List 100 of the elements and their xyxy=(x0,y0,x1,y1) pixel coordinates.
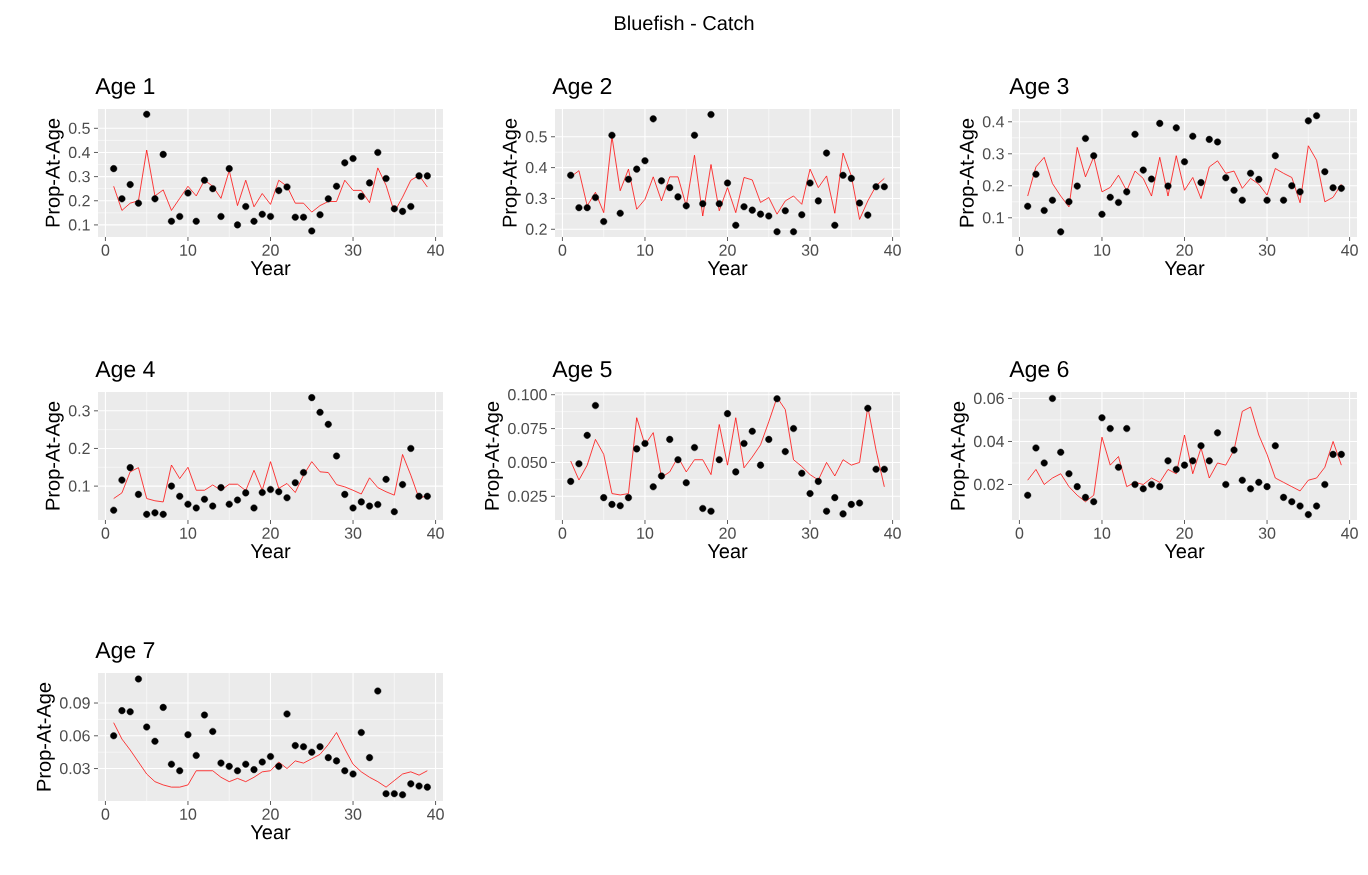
point xyxy=(1048,394,1056,402)
point xyxy=(724,410,732,418)
x-tick-label: 0 xyxy=(101,527,110,539)
point xyxy=(1304,511,1312,519)
y-tick-label: 0.3 xyxy=(525,192,547,205)
point xyxy=(1255,175,1263,183)
point xyxy=(657,472,665,480)
y-axis-title: Prop-At-Age xyxy=(45,118,64,227)
point xyxy=(1197,179,1205,187)
point xyxy=(1106,193,1114,201)
point xyxy=(275,762,283,770)
point xyxy=(143,510,151,518)
point xyxy=(690,444,698,452)
point xyxy=(1065,198,1073,206)
point xyxy=(806,179,814,187)
point xyxy=(192,751,200,759)
point xyxy=(349,155,357,162)
point xyxy=(1114,198,1122,206)
x-tick-label: 10 xyxy=(180,808,197,820)
point xyxy=(110,732,118,740)
y-tick-label: 0.04 xyxy=(973,435,1005,448)
point xyxy=(1288,498,1296,506)
point xyxy=(423,783,431,791)
x-axis-title: Year xyxy=(250,825,291,840)
point xyxy=(831,494,839,502)
point xyxy=(308,227,316,235)
point xyxy=(333,182,341,190)
point xyxy=(682,202,690,210)
point xyxy=(1098,414,1106,422)
point xyxy=(724,179,732,187)
chart-title: Age 2 xyxy=(552,77,612,99)
point xyxy=(1321,168,1329,176)
y-axis-title: Prop-At-Age xyxy=(485,401,503,510)
point xyxy=(283,710,291,718)
point xyxy=(159,703,167,711)
point xyxy=(1205,135,1213,143)
point xyxy=(765,212,773,220)
point xyxy=(374,687,382,695)
point xyxy=(1156,483,1164,491)
point xyxy=(608,500,616,508)
x-tick-label: 10 xyxy=(180,527,197,539)
y-tick-label: 0.02 xyxy=(973,478,1004,491)
y-tick-label: 0.1 xyxy=(982,212,1004,224)
x-tick-label: 30 xyxy=(801,244,819,256)
x-tick-label: 40 xyxy=(1341,527,1358,539)
y-tick-label: 0.100 xyxy=(508,389,547,401)
x-tick-label: 20 xyxy=(1176,527,1193,539)
x-tick-label: 10 xyxy=(637,244,654,256)
point xyxy=(1321,481,1329,488)
point xyxy=(283,183,291,191)
point xyxy=(707,507,715,515)
point xyxy=(134,675,142,683)
point xyxy=(624,175,632,183)
point xyxy=(1164,457,1172,465)
point xyxy=(233,221,241,229)
point xyxy=(856,199,864,207)
point xyxy=(872,465,880,473)
point xyxy=(382,175,390,183)
point xyxy=(1255,478,1263,486)
x-axis-title: Year xyxy=(250,261,291,276)
point xyxy=(641,439,649,447)
point xyxy=(374,148,382,156)
point xyxy=(399,207,407,215)
point xyxy=(291,213,299,221)
point xyxy=(242,760,250,768)
point xyxy=(1238,196,1246,204)
x-tick-label: 40 xyxy=(427,244,444,256)
point xyxy=(1304,117,1312,125)
point xyxy=(1329,450,1337,458)
point xyxy=(567,477,575,485)
point xyxy=(250,766,258,774)
point xyxy=(258,210,266,218)
point xyxy=(333,452,341,460)
point xyxy=(1164,182,1172,190)
point xyxy=(666,184,674,192)
point xyxy=(624,494,632,502)
point xyxy=(258,489,266,497)
x-tick-label: 20 xyxy=(1176,244,1193,256)
point xyxy=(110,506,118,514)
point xyxy=(1040,459,1048,467)
point xyxy=(1057,228,1065,236)
point xyxy=(192,217,200,225)
chart-title: Age 1 xyxy=(95,78,155,99)
point xyxy=(390,205,398,213)
point xyxy=(143,723,151,731)
point xyxy=(382,790,390,798)
point xyxy=(1106,425,1114,433)
point xyxy=(757,461,765,469)
point xyxy=(649,483,657,491)
point xyxy=(415,492,423,500)
point xyxy=(200,495,208,503)
x-tick-label: 20 xyxy=(719,244,736,256)
point xyxy=(159,150,167,158)
y-axis-title: Prop-At-Age xyxy=(959,118,978,227)
x-tick-label: 20 xyxy=(719,527,736,539)
point xyxy=(1296,502,1304,510)
point xyxy=(176,492,184,500)
point xyxy=(1247,169,1255,177)
y-tick-label: 0.4 xyxy=(68,146,91,159)
point xyxy=(1048,196,1056,204)
